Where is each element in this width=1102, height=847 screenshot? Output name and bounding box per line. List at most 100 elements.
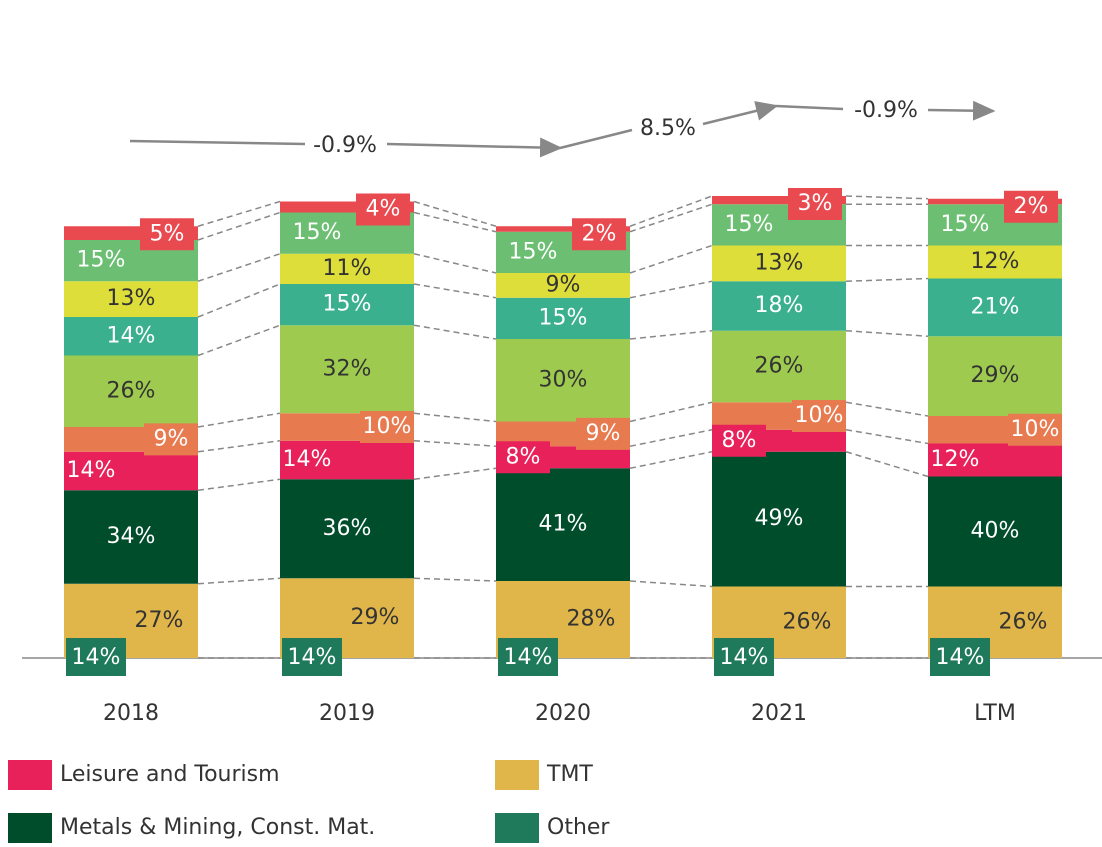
value-label: 29% bbox=[971, 363, 1020, 388]
connector bbox=[629, 203, 713, 233]
value-label: 14% bbox=[936, 645, 985, 670]
value-label: 15% bbox=[725, 212, 774, 237]
value-label: 26% bbox=[107, 378, 156, 403]
connector bbox=[197, 577, 281, 585]
label-box bbox=[576, 417, 630, 450]
connector bbox=[197, 283, 281, 318]
connector bbox=[629, 244, 713, 274]
value-label: 14% bbox=[720, 645, 769, 670]
legend-swatch bbox=[8, 813, 52, 843]
bar-segment bbox=[928, 336, 1062, 416]
label-box bbox=[712, 424, 766, 457]
bar-segment bbox=[496, 468, 630, 581]
growth-label: -0.9% bbox=[854, 98, 918, 123]
connector bbox=[197, 412, 281, 428]
x-tick-label: 2020 bbox=[535, 701, 591, 726]
bar-segment bbox=[928, 278, 1062, 337]
bar-segment bbox=[64, 317, 198, 356]
value-label: 9% bbox=[154, 426, 189, 451]
value-label: 18% bbox=[755, 293, 804, 318]
connector bbox=[629, 451, 713, 469]
connector bbox=[413, 283, 497, 299]
value-label: 10% bbox=[1011, 417, 1060, 442]
connector bbox=[197, 211, 281, 241]
growth-label: -0.9% bbox=[313, 133, 377, 158]
value-label: 34% bbox=[107, 524, 156, 549]
bar-segment bbox=[280, 325, 414, 414]
bar-segment bbox=[496, 339, 630, 422]
bar-segment bbox=[928, 245, 1062, 279]
bar-segment bbox=[712, 451, 846, 587]
bar-segment bbox=[496, 226, 630, 232]
connector bbox=[197, 478, 281, 491]
label-box bbox=[572, 218, 626, 251]
value-label: 2% bbox=[582, 221, 617, 246]
value-label: 14% bbox=[283, 447, 332, 472]
value-label: 9% bbox=[546, 272, 581, 297]
connector bbox=[845, 401, 929, 417]
connector bbox=[845, 277, 929, 282]
connector bbox=[197, 253, 281, 282]
label-box bbox=[64, 455, 118, 487]
legend-label: Leisure and Tourism bbox=[60, 762, 280, 787]
value-label: 14% bbox=[504, 645, 553, 670]
connector bbox=[413, 412, 497, 423]
value-label: 26% bbox=[999, 609, 1048, 634]
connector bbox=[413, 200, 497, 227]
label-box bbox=[144, 423, 198, 456]
bar-segment bbox=[280, 479, 414, 579]
bar-segment bbox=[280, 253, 414, 284]
label-box bbox=[1004, 190, 1058, 223]
value-label: 36% bbox=[323, 516, 372, 541]
value-label: 49% bbox=[755, 506, 804, 531]
label-box bbox=[140, 218, 194, 251]
value-label: 28% bbox=[567, 607, 616, 632]
value-label: 10% bbox=[795, 403, 844, 428]
label-box bbox=[360, 411, 414, 443]
value-label: 5% bbox=[150, 221, 185, 246]
x-tick-label: 2018 bbox=[103, 701, 159, 726]
value-label: 14% bbox=[72, 645, 121, 670]
bar-segment bbox=[64, 281, 198, 317]
value-label: 10% bbox=[363, 414, 412, 439]
connector bbox=[413, 324, 497, 340]
value-label: 8% bbox=[506, 444, 541, 469]
connector bbox=[413, 440, 497, 447]
connector bbox=[845, 429, 929, 445]
value-label: 13% bbox=[755, 250, 804, 275]
legend-swatch bbox=[495, 813, 539, 843]
value-label: 15% bbox=[293, 220, 342, 245]
value-label: 12% bbox=[971, 249, 1020, 274]
label-box bbox=[928, 444, 982, 476]
connector bbox=[845, 330, 929, 337]
label-box bbox=[1008, 413, 1062, 446]
other-label-box bbox=[498, 638, 558, 676]
value-label: 13% bbox=[107, 286, 156, 311]
value-label: 15% bbox=[539, 305, 588, 330]
label-box bbox=[280, 444, 334, 476]
value-label: 30% bbox=[539, 367, 588, 392]
connector bbox=[629, 580, 713, 588]
bar-segment bbox=[712, 196, 846, 205]
label-box bbox=[356, 193, 410, 226]
bar-segment bbox=[280, 284, 414, 326]
bar-segment bbox=[496, 297, 630, 339]
bar-segment bbox=[712, 245, 846, 282]
value-label: 21% bbox=[971, 294, 1020, 319]
other-label-box bbox=[66, 638, 126, 676]
value-label: 41% bbox=[539, 512, 588, 537]
bar-segment bbox=[928, 198, 1062, 205]
other-label-box bbox=[282, 638, 342, 676]
value-label: 8% bbox=[722, 428, 757, 453]
connector bbox=[629, 280, 713, 299]
value-label: 15% bbox=[77, 248, 126, 273]
value-label: 29% bbox=[351, 605, 400, 630]
value-label: 9% bbox=[586, 421, 621, 446]
bar-segment bbox=[496, 273, 630, 298]
label-box bbox=[496, 441, 550, 474]
value-label: 14% bbox=[288, 645, 337, 670]
value-label: 14% bbox=[67, 458, 116, 483]
value-label: 26% bbox=[783, 609, 832, 634]
connector bbox=[845, 451, 929, 478]
